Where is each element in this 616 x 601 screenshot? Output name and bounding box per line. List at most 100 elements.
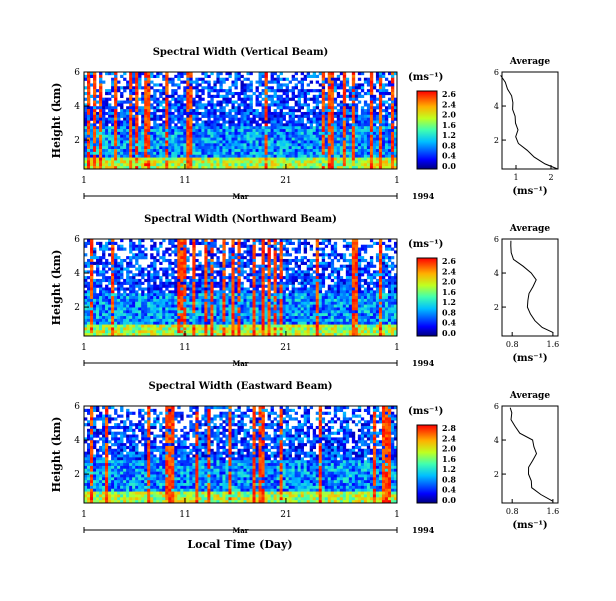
heatmap-cell	[270, 140, 274, 144]
heatmap-cell	[90, 137, 94, 141]
heatmap-cell	[351, 134, 356, 138]
heatmap-cell	[261, 253, 265, 257]
heatmap-cell	[147, 270, 151, 274]
heatmap-cell	[165, 151, 169, 156]
heatmap-cell	[96, 114, 100, 118]
heatmap-cell	[141, 160, 145, 164]
heatmap-cell	[282, 330, 286, 334]
heatmap-cell	[204, 146, 208, 150]
heatmap-cell	[219, 77, 223, 81]
heatmap-cell	[90, 140, 94, 144]
heatmap-cell	[189, 120, 193, 124]
heatmap-cell	[99, 298, 103, 303]
heatmap-cell	[141, 313, 145, 317]
heatmap-cell	[312, 94, 317, 98]
heatmap-cell	[156, 330, 160, 334]
heatmap-cell	[135, 106, 139, 110]
heatmap-cell	[96, 134, 100, 138]
heatmap-cell	[381, 163, 386, 167]
heatmap-cell	[186, 94, 190, 98]
heatmap-cell	[153, 157, 157, 161]
heatmap-cell	[168, 137, 172, 141]
heatmap-cell	[243, 166, 247, 169]
heatmap-cell	[168, 281, 172, 285]
heatmap-cell	[318, 154, 323, 158]
heatmap-cell	[231, 256, 235, 260]
heatmap-cell	[273, 72, 277, 76]
heatmap-cell	[93, 123, 97, 127]
heatmap-cell	[228, 298, 232, 303]
heatmap-cell	[108, 106, 112, 110]
heatmap-cell	[276, 151, 280, 156]
heatmap-cell	[222, 290, 226, 294]
heatmap-cell	[138, 304, 142, 308]
heatmap-cell	[279, 109, 283, 113]
heatmap-cell	[366, 103, 371, 107]
heatmap-cell	[261, 97, 265, 101]
heatmap-cell	[150, 131, 154, 136]
heatmap-cell	[216, 301, 220, 305]
heatmap-cell	[159, 134, 163, 138]
heatmap-cell	[171, 131, 175, 136]
heatmap-cell	[96, 310, 100, 314]
heatmap-cell	[258, 284, 262, 288]
heatmap-cell	[384, 120, 389, 124]
heatmap-cell	[186, 247, 190, 251]
heatmap-cell	[264, 80, 268, 84]
heatmap-cell	[93, 293, 97, 297]
heatmap-cell	[330, 111, 335, 116]
heatmap-cell	[93, 160, 97, 164]
heatmap-cell	[171, 267, 175, 271]
heatmap-cell	[345, 77, 350, 81]
heatmap-cell	[249, 298, 253, 303]
heatmap-cell	[105, 126, 109, 130]
heatmap-cell	[156, 114, 160, 118]
heatmap-cell	[102, 143, 106, 147]
heatmap-cell	[327, 134, 332, 138]
heatmap-cell	[258, 264, 262, 268]
heatmap-cell	[303, 114, 308, 118]
heatmap-cell	[315, 97, 320, 101]
heatmap-cell	[189, 134, 193, 138]
heatmap-cell	[384, 126, 389, 130]
heatmap-cell	[267, 296, 271, 300]
heatmap-cell	[336, 149, 341, 153]
heatmap-cell	[201, 284, 205, 288]
heatmap-cell	[237, 91, 241, 96]
heatmap-cell	[90, 131, 94, 136]
heatmap-cell	[264, 301, 268, 305]
heatmap-cell	[315, 100, 320, 104]
heatmap-cell	[114, 131, 118, 136]
heatmap-cell	[270, 146, 274, 150]
heatmap-cell	[96, 298, 100, 303]
heatmap-cell	[231, 276, 235, 280]
heatmap-cell	[234, 290, 238, 294]
heatmap-cell	[180, 256, 184, 260]
heatmap-cell	[153, 258, 157, 263]
heatmap-cell	[120, 86, 124, 90]
heatmap-cell	[186, 111, 190, 116]
heatmap-cell	[345, 117, 350, 121]
heatmap-cell	[192, 270, 196, 274]
heatmap-cell	[348, 137, 353, 141]
heatmap-cell	[213, 310, 217, 314]
heatmap-cell	[93, 146, 97, 150]
heatmap-cell	[255, 151, 259, 156]
heatmap-cell	[138, 151, 142, 156]
heatmap-cell	[342, 74, 347, 78]
heatmap-cell	[204, 298, 208, 303]
heatmap-cell	[279, 103, 283, 107]
heatmap-cell	[159, 261, 163, 265]
heatmap-cell	[90, 321, 94, 325]
heatmap-cell	[195, 89, 199, 93]
heatmap-cell	[141, 239, 145, 243]
heatmap-cell	[312, 109, 317, 113]
heatmap-cell	[378, 80, 383, 84]
average-title: Average	[509, 57, 550, 67]
heatmap-cell	[378, 111, 383, 116]
heatmap-cell	[237, 290, 241, 294]
heatmap-cell	[279, 97, 283, 101]
heatmap-cell	[111, 157, 115, 161]
heatmap-cell	[120, 126, 124, 130]
heatmap-cell	[267, 160, 271, 164]
